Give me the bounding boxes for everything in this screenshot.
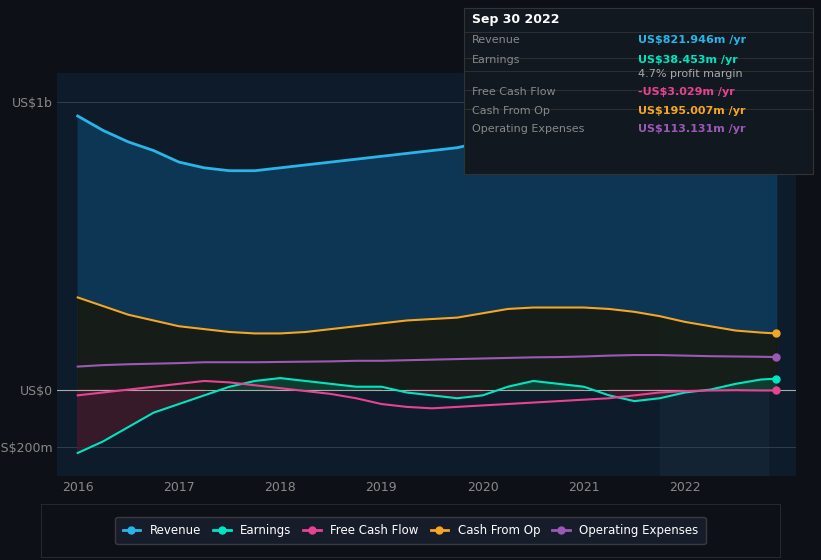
Text: US$38.453m /yr: US$38.453m /yr (639, 55, 738, 65)
Text: Earnings: Earnings (472, 55, 521, 65)
Text: Operating Expenses: Operating Expenses (472, 124, 585, 134)
Text: US$821.946m /yr: US$821.946m /yr (639, 35, 746, 45)
Text: 4.7% profit margin: 4.7% profit margin (639, 69, 743, 79)
Text: Sep 30 2022: Sep 30 2022 (472, 13, 560, 26)
Legend: Revenue, Earnings, Free Cash Flow, Cash From Op, Operating Expenses: Revenue, Earnings, Free Cash Flow, Cash … (116, 517, 705, 544)
Text: Cash From Op: Cash From Op (472, 106, 550, 116)
Text: Revenue: Revenue (472, 35, 521, 45)
Text: Free Cash Flow: Free Cash Flow (472, 87, 556, 97)
Bar (660, 73, 768, 476)
Text: -US$3.029m /yr: -US$3.029m /yr (639, 87, 735, 97)
Text: US$195.007m /yr: US$195.007m /yr (639, 106, 745, 116)
Text: US$113.131m /yr: US$113.131m /yr (639, 124, 745, 134)
